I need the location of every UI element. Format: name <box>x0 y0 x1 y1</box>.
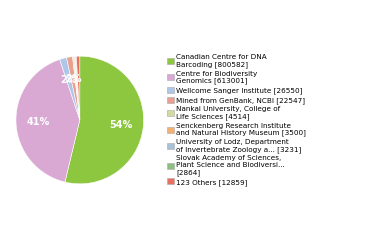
Wedge shape <box>76 56 80 120</box>
Wedge shape <box>75 56 80 120</box>
Legend: Canadian Centre for DNA
Barcoding [800582], Centre for Biodiversity
Genomics [61: Canadian Centre for DNA Barcoding [80058… <box>167 54 306 186</box>
Wedge shape <box>60 58 80 120</box>
Wedge shape <box>16 60 80 182</box>
Text: 41%: 41% <box>27 117 50 127</box>
Text: 2%: 2% <box>65 74 81 84</box>
Wedge shape <box>76 56 80 120</box>
Wedge shape <box>65 56 144 184</box>
Text: 54%: 54% <box>109 120 133 130</box>
Wedge shape <box>73 56 80 120</box>
Wedge shape <box>66 57 80 120</box>
Text: 2%: 2% <box>61 75 77 85</box>
Wedge shape <box>74 56 80 120</box>
